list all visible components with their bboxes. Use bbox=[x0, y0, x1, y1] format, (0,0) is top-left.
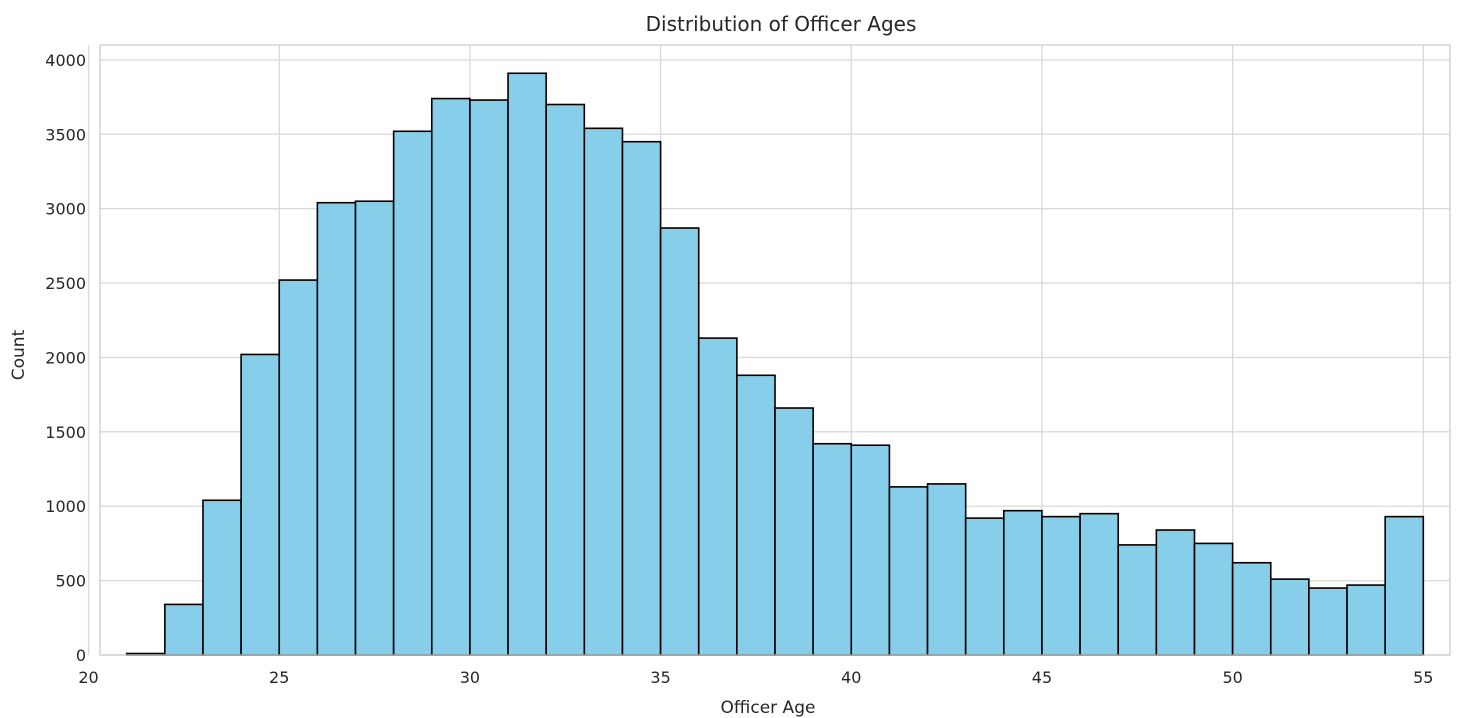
y-tick-label: 2500 bbox=[45, 274, 86, 293]
histogram-bar bbox=[583, 127, 624, 656]
histogram-bar bbox=[430, 97, 471, 656]
histogram-bar bbox=[354, 200, 395, 656]
histogram-bar bbox=[697, 337, 738, 656]
x-tick-label: 20 bbox=[78, 668, 98, 687]
y-tick-label: 1500 bbox=[45, 423, 86, 442]
histogram-bar bbox=[1117, 544, 1158, 656]
x-tick-label: 50 bbox=[1222, 668, 1242, 687]
x-tick-labels: 20 25 30 35 40 45 50 55 bbox=[78, 668, 1433, 687]
x-tick-label: 35 bbox=[650, 668, 670, 687]
histogram-bar bbox=[1231, 561, 1272, 656]
plot-frame bbox=[99, 44, 1451, 656]
histogram-bar bbox=[278, 279, 319, 656]
y-tick-label: 1000 bbox=[45, 497, 86, 516]
histogram-bar bbox=[1041, 515, 1081, 656]
histogram-bar bbox=[545, 103, 586, 656]
histogram-bar bbox=[659, 227, 700, 656]
histogram-bar bbox=[888, 486, 929, 656]
y-tick-label: 3500 bbox=[45, 125, 86, 144]
histogram-bar bbox=[469, 99, 509, 656]
y-tick-label: 0 bbox=[76, 646, 86, 665]
histogram-bar bbox=[1269, 578, 1310, 656]
histogram-bar bbox=[812, 442, 853, 656]
histogram-bar bbox=[1155, 529, 1196, 656]
histogram-bar bbox=[1308, 587, 1348, 656]
y-tick-label: 500 bbox=[55, 572, 86, 591]
histogram-bar bbox=[621, 140, 662, 656]
histogram-bar bbox=[964, 517, 1005, 656]
histogram-bar bbox=[774, 407, 814, 656]
histogram-bar bbox=[1193, 542, 1234, 656]
histogram-bar bbox=[926, 483, 967, 656]
histogram-bar bbox=[164, 603, 204, 656]
y-axis-label: Count bbox=[9, 329, 29, 380]
histogram-bar bbox=[1384, 515, 1425, 656]
histogram-bar bbox=[316, 201, 357, 656]
y-tick-label: 3000 bbox=[45, 200, 86, 219]
x-tick-label: 40 bbox=[841, 668, 861, 687]
x-axis-label: Officer Age bbox=[721, 698, 816, 718]
y-tick-label: 2000 bbox=[45, 348, 86, 367]
histogram-bar bbox=[392, 130, 433, 656]
chart-title: Distribution of Officer Ages bbox=[646, 12, 917, 36]
histogram-bar bbox=[202, 499, 242, 656]
y-tick-label: 4000 bbox=[45, 51, 86, 70]
histogram-bars bbox=[125, 72, 1425, 656]
histogram-bar bbox=[240, 353, 281, 656]
x-tick-label: 55 bbox=[1413, 668, 1433, 687]
histogram-bar bbox=[507, 72, 547, 656]
x-tick-label: 30 bbox=[460, 668, 480, 687]
histogram-bar bbox=[736, 374, 776, 656]
histogram-bar bbox=[850, 444, 891, 656]
y-tick-labels: 0 500 1000 1500 2000 2500 3000 3500 4000 bbox=[45, 51, 86, 665]
histogram-bar bbox=[1346, 584, 1386, 656]
x-tick-label: 45 bbox=[1032, 668, 1052, 687]
x-tick-label: 25 bbox=[269, 668, 289, 687]
histogram-bar bbox=[1079, 512, 1120, 656]
histogram-bar bbox=[1003, 509, 1043, 656]
